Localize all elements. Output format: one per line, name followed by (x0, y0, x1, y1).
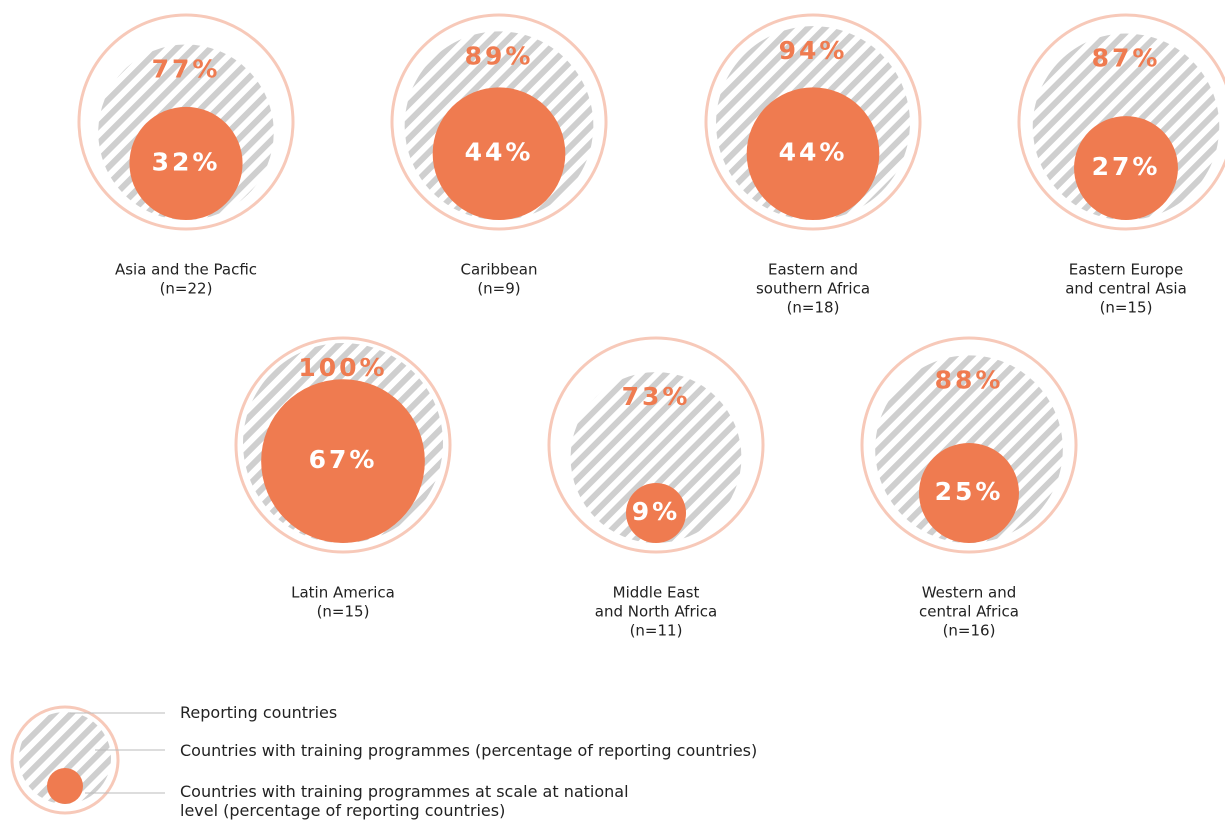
category-label: southern Africa (756, 280, 870, 298)
scale-label: 27% (1092, 152, 1161, 181)
scale-circle (129, 106, 243, 220)
category-label: (n=11) (630, 622, 683, 640)
training-label: 88% (935, 365, 1004, 394)
training-label: 87% (1092, 43, 1161, 72)
training-label: 100% (298, 353, 387, 382)
legend-graphic (10, 705, 165, 815)
training-circle (570, 372, 742, 543)
scale-circle (626, 483, 686, 543)
category-label: Asia and the Pacfic (115, 261, 257, 279)
category-label: (n=18) (787, 299, 840, 317)
category-label: and central Asia (1065, 280, 1187, 298)
scale-label: 9% (632, 497, 680, 526)
legend-outline: Reporting countries (180, 703, 338, 722)
scale-circle (919, 443, 1019, 543)
scale-circle (261, 379, 425, 543)
scale-label: 67% (309, 445, 378, 474)
category-label: Middle East (613, 584, 700, 602)
category-label: (n=22) (160, 280, 213, 298)
training-label: 77% (152, 55, 221, 84)
category-label: (n=9) (477, 280, 520, 298)
category-label: (n=15) (1100, 299, 1153, 317)
category-label: Latin America (291, 584, 395, 602)
training-label: 73% (622, 382, 691, 411)
scale-label: 32% (152, 147, 221, 176)
training-label: 89% (465, 41, 534, 70)
legend-series: Countries with training programmes at sc… (180, 782, 629, 820)
scale-circle (432, 87, 566, 220)
training-label: 94% (779, 36, 848, 65)
category-label: (n=15) (317, 603, 370, 621)
legend-series: Countries with training programmes (perc… (180, 741, 758, 760)
category-label: and North Africa (595, 603, 718, 621)
legend-scale-circle (47, 768, 83, 804)
category-label: Caribbean (461, 261, 538, 279)
scale-label: 44% (465, 138, 534, 167)
scale-circle (746, 87, 880, 220)
scale-label: 44% (779, 138, 848, 167)
category-label: central Africa (919, 603, 1019, 621)
category-label: Eastern and (768, 261, 858, 279)
category-label: Eastern Europe (1069, 261, 1184, 279)
scale-circle (1074, 116, 1178, 220)
category-label: Western and (922, 584, 1017, 602)
scale-label: 25% (935, 477, 1004, 506)
legend-training-circle (19, 712, 111, 804)
category-label: (n=16) (943, 622, 996, 640)
